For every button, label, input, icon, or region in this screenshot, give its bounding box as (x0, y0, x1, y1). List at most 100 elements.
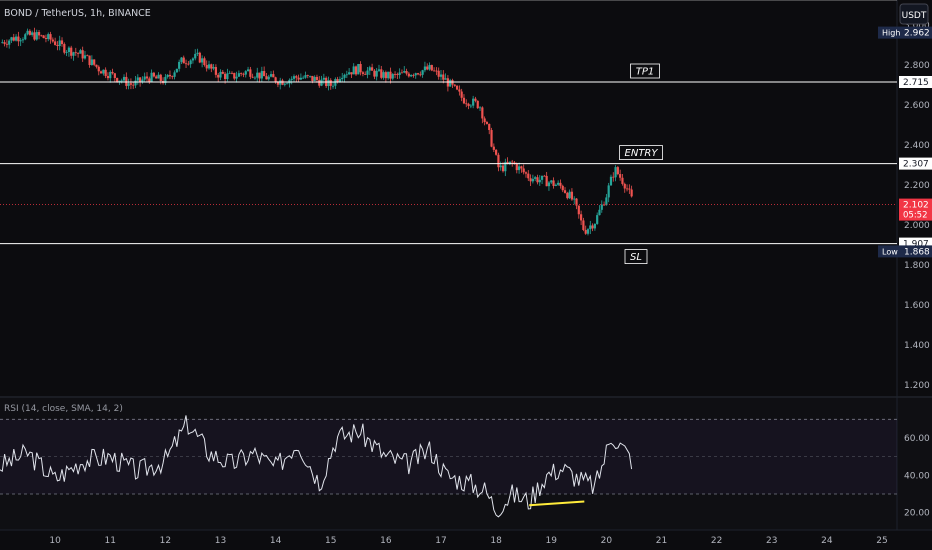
candle-body (460, 91, 463, 98)
candle-body (497, 154, 500, 168)
candle-body (320, 79, 323, 86)
candle-body (366, 70, 369, 75)
candle-body (44, 38, 48, 39)
time-tick-label: 20 (601, 536, 613, 546)
candle-body (437, 70, 440, 77)
candle-body (5, 43, 8, 45)
candle-body (26, 30, 29, 35)
candle-body (292, 76, 296, 79)
candle-body (407, 73, 410, 77)
rsi-tick-label: 20.00 (904, 509, 930, 519)
candle-body (148, 78, 151, 82)
candle-body (180, 57, 183, 62)
candle-body (550, 180, 553, 183)
candle-body (350, 72, 353, 75)
candle-body (269, 74, 273, 77)
candle-body (566, 192, 569, 199)
price-badge-value: 1.868 (904, 247, 930, 257)
candle-body (127, 83, 130, 86)
candle-body (116, 77, 119, 82)
price-badge-bg (899, 76, 932, 88)
candle-body (145, 76, 149, 79)
candle-body (416, 73, 420, 75)
candle-body (531, 178, 534, 182)
candle-body (256, 72, 259, 78)
candle-body (458, 89, 461, 92)
candles (1, 27, 633, 236)
price-badge-bg (899, 157, 932, 170)
candle-body (189, 60, 192, 65)
candle-body (141, 79, 144, 82)
candle-body (113, 73, 116, 78)
candle-body (184, 63, 188, 65)
candle-body (607, 185, 610, 198)
price-tick-label: 1.800 (904, 261, 930, 271)
candle-body (132, 84, 135, 86)
candle-body (281, 80, 284, 85)
candle-body (246, 69, 250, 72)
candle-body (343, 74, 346, 78)
candle-body (545, 175, 548, 187)
candle-body (348, 72, 351, 75)
candle-body (81, 50, 84, 59)
candle-body (217, 74, 220, 78)
candle-body (373, 70, 376, 77)
candle-body (584, 230, 587, 234)
currency-button[interactable]: USDT (899, 3, 929, 25)
currency-label: USDT (902, 11, 927, 21)
candle-body (63, 44, 66, 53)
candle-body (352, 66, 355, 75)
candle-body (589, 225, 592, 230)
level-annotation-box (619, 145, 663, 161)
candle-body (33, 32, 36, 40)
candle-body (455, 85, 459, 90)
candle-body (164, 76, 167, 84)
candle-body (175, 68, 178, 73)
time-tick-label: 17 (435, 536, 446, 546)
candle-body (304, 75, 307, 78)
candle-body (483, 118, 486, 123)
candle-body (391, 74, 394, 79)
candle-body (21, 39, 25, 41)
candle-body (414, 73, 417, 76)
candle-body (442, 74, 445, 80)
candle-body (70, 47, 73, 56)
candle-body (79, 50, 82, 54)
candle-body (490, 130, 493, 147)
candle-body (47, 34, 50, 39)
candle-body (118, 80, 121, 82)
chart-title: BOND / TetherUS, 1h, BINANCE (4, 8, 151, 19)
candle-body (295, 76, 298, 78)
candle-body (621, 177, 624, 184)
candle-body (511, 161, 514, 163)
candle-body (42, 35, 45, 39)
candle-body (575, 198, 578, 206)
candle-body (274, 77, 277, 83)
candle-body (1, 42, 4, 44)
candle-body (106, 76, 110, 79)
level-annotation-label: TP1 (636, 67, 655, 78)
candle-body (315, 76, 319, 81)
candle-body (122, 76, 126, 81)
candle-body (540, 175, 544, 180)
price-tick-label: 1.600 (904, 301, 930, 311)
candle-body (506, 161, 509, 164)
candle-body (40, 35, 43, 37)
candle-body (538, 179, 541, 183)
price-badge-value: 2.715 (903, 78, 929, 88)
candle-body (313, 76, 316, 81)
candle-body (474, 98, 477, 101)
candle-body (354, 66, 358, 75)
candle-body (196, 52, 199, 54)
time-tick-label: 10 (49, 536, 61, 546)
time-axis: 10 11 12 13 14 15 16 17 18 19 20 21 22 23 24 25 (49, 536, 887, 546)
candle-body (625, 188, 629, 190)
candle-body (377, 69, 381, 71)
candle-body (380, 69, 383, 78)
candle-body (472, 98, 475, 106)
price-tick-label: 2.600 (904, 101, 930, 111)
candle-body (178, 61, 181, 69)
candle-body (501, 165, 505, 172)
time-tick-label: 19 (546, 536, 558, 546)
